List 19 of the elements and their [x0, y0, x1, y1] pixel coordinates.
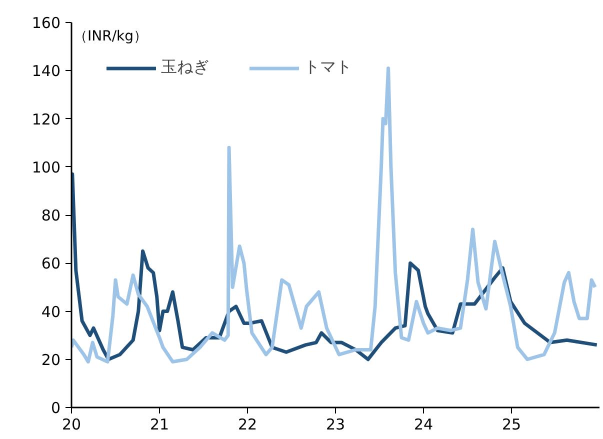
y-tick-label: 120	[32, 110, 61, 128]
legend-label: 玉ねぎ	[161, 57, 209, 78]
y-tick-label: 40	[41, 302, 61, 321]
y-axis-title: （INR/kg）	[74, 28, 148, 44]
line-series	[72, 172, 599, 362]
y-tick-label: 60	[41, 254, 61, 273]
x-tick-label: 25	[502, 416, 522, 434]
x-tick-label: 21	[150, 416, 170, 434]
x-tick-label: 22	[238, 416, 258, 434]
x-tick-label: 20	[62, 416, 82, 434]
y-tick-label: 0	[50, 399, 61, 417]
y-tick-label: 100	[32, 158, 61, 176]
y-tick-label: 80	[41, 206, 61, 224]
x-tick-label: 23	[326, 416, 346, 434]
y-tick-label: 140	[32, 62, 61, 80]
y-tick-label: 160	[32, 14, 61, 32]
legend-label: トマト	[304, 57, 352, 78]
y-tick-label: 20	[41, 350, 61, 369]
x-tick-label: 24	[414, 416, 434, 434]
